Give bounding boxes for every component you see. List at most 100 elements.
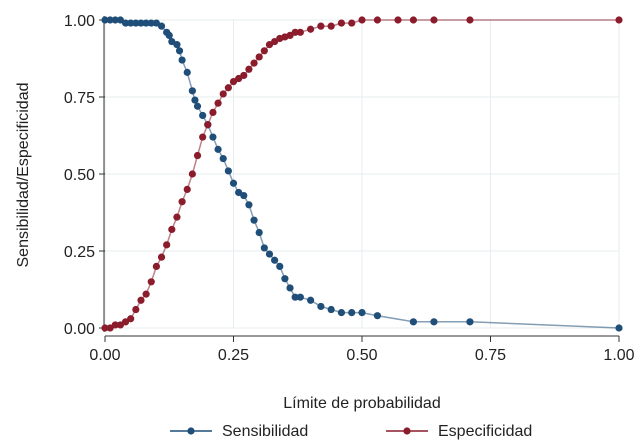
data-point bbox=[250, 59, 258, 67]
y-tick-label: 0.25 bbox=[64, 244, 95, 261]
x-tick-label: 0.00 bbox=[89, 347, 120, 364]
data-point bbox=[173, 41, 181, 49]
data-point bbox=[121, 19, 130, 27]
data-point bbox=[157, 22, 166, 30]
data-point bbox=[111, 16, 119, 24]
data-point bbox=[327, 22, 335, 30]
data-point bbox=[142, 19, 150, 27]
data-point bbox=[317, 302, 325, 311]
data-point bbox=[178, 56, 186, 64]
x-axis-title: Límite de probabilidad bbox=[283, 395, 440, 412]
series-sensibilidad bbox=[101, 16, 623, 332]
data-point bbox=[188, 87, 196, 95]
data-point bbox=[168, 225, 176, 234]
data-point bbox=[157, 253, 166, 261]
legend: Sensibilidad Especificidad bbox=[170, 423, 532, 440]
data-point bbox=[271, 256, 279, 264]
data-point bbox=[409, 318, 417, 326]
y-tick-label: 0.75 bbox=[64, 90, 95, 107]
x-tick-label: 0.50 bbox=[346, 347, 377, 364]
data-point bbox=[373, 16, 382, 24]
y-tick-label: 0.50 bbox=[64, 167, 95, 184]
data-point bbox=[245, 201, 253, 209]
data-point bbox=[260, 47, 268, 55]
data-point bbox=[199, 111, 207, 120]
data-point bbox=[250, 216, 258, 224]
data-point bbox=[255, 228, 263, 237]
data-point bbox=[240, 71, 248, 80]
data-point bbox=[265, 250, 274, 258]
data-point bbox=[394, 16, 402, 24]
data-point bbox=[245, 65, 253, 73]
data-point bbox=[296, 293, 304, 301]
data-point bbox=[127, 315, 135, 323]
data-point bbox=[291, 28, 299, 36]
data-point bbox=[409, 16, 417, 24]
legend-swatch-marker bbox=[187, 427, 195, 435]
data-point bbox=[615, 16, 623, 24]
data-point bbox=[224, 167, 232, 175]
data-point bbox=[317, 22, 325, 30]
x-tick-label: 0.75 bbox=[475, 347, 506, 364]
data-point bbox=[307, 296, 315, 304]
data-point bbox=[175, 47, 184, 55]
data-point bbox=[260, 244, 268, 252]
data-point bbox=[127, 19, 135, 27]
data-point bbox=[132, 305, 140, 314]
data-point bbox=[214, 145, 222, 153]
data-point bbox=[286, 284, 294, 292]
data-point bbox=[137, 19, 145, 27]
data-point bbox=[255, 53, 263, 61]
data-point bbox=[204, 121, 212, 129]
x-tick-label: 0.25 bbox=[218, 347, 249, 364]
data-point bbox=[348, 19, 356, 27]
data-point bbox=[466, 16, 474, 24]
data-point bbox=[276, 262, 284, 270]
data-point bbox=[348, 309, 356, 317]
y-axis-title: Sensibilidad/Especificidad bbox=[15, 83, 32, 268]
y-axis-ticks: 0.00 0.25 0.50 0.75 1.00 bbox=[64, 13, 105, 338]
y-tick-label: 0.00 bbox=[64, 321, 95, 338]
data-point bbox=[183, 185, 191, 193]
series-layer bbox=[101, 16, 623, 332]
data-point bbox=[430, 318, 438, 326]
data-point bbox=[188, 170, 196, 178]
data-point bbox=[337, 309, 346, 317]
data-point bbox=[307, 25, 315, 33]
data-point bbox=[183, 68, 191, 76]
data-point bbox=[358, 309, 366, 317]
grid bbox=[104, 19, 620, 329]
y-tick-label: 1.00 bbox=[64, 13, 95, 30]
data-point bbox=[193, 151, 202, 160]
data-point bbox=[147, 19, 155, 27]
data-point bbox=[291, 293, 299, 301]
legend-item: Especificidad bbox=[386, 423, 532, 440]
data-point bbox=[209, 108, 217, 116]
data-point bbox=[214, 99, 222, 107]
data-point bbox=[106, 16, 114, 24]
data-point bbox=[219, 155, 227, 163]
data-point bbox=[152, 262, 160, 270]
data-point bbox=[337, 19, 346, 27]
data-point bbox=[240, 191, 248, 200]
data-point bbox=[327, 305, 335, 314]
data-point bbox=[430, 16, 438, 24]
data-point bbox=[209, 133, 217, 141]
data-point bbox=[101, 324, 109, 332]
data-point bbox=[165, 31, 173, 39]
data-point bbox=[229, 179, 238, 187]
data-point bbox=[281, 275, 289, 283]
data-point bbox=[219, 90, 227, 98]
data-point bbox=[173, 213, 181, 221]
data-point bbox=[142, 290, 150, 298]
data-point bbox=[193, 102, 202, 110]
data-point bbox=[373, 312, 382, 320]
data-point bbox=[224, 84, 232, 92]
data-point bbox=[296, 28, 304, 36]
data-point bbox=[178, 198, 186, 206]
x-tick-label: 1.00 bbox=[603, 347, 634, 364]
data-point bbox=[615, 324, 623, 332]
data-point bbox=[466, 318, 474, 326]
data-point bbox=[111, 321, 119, 329]
